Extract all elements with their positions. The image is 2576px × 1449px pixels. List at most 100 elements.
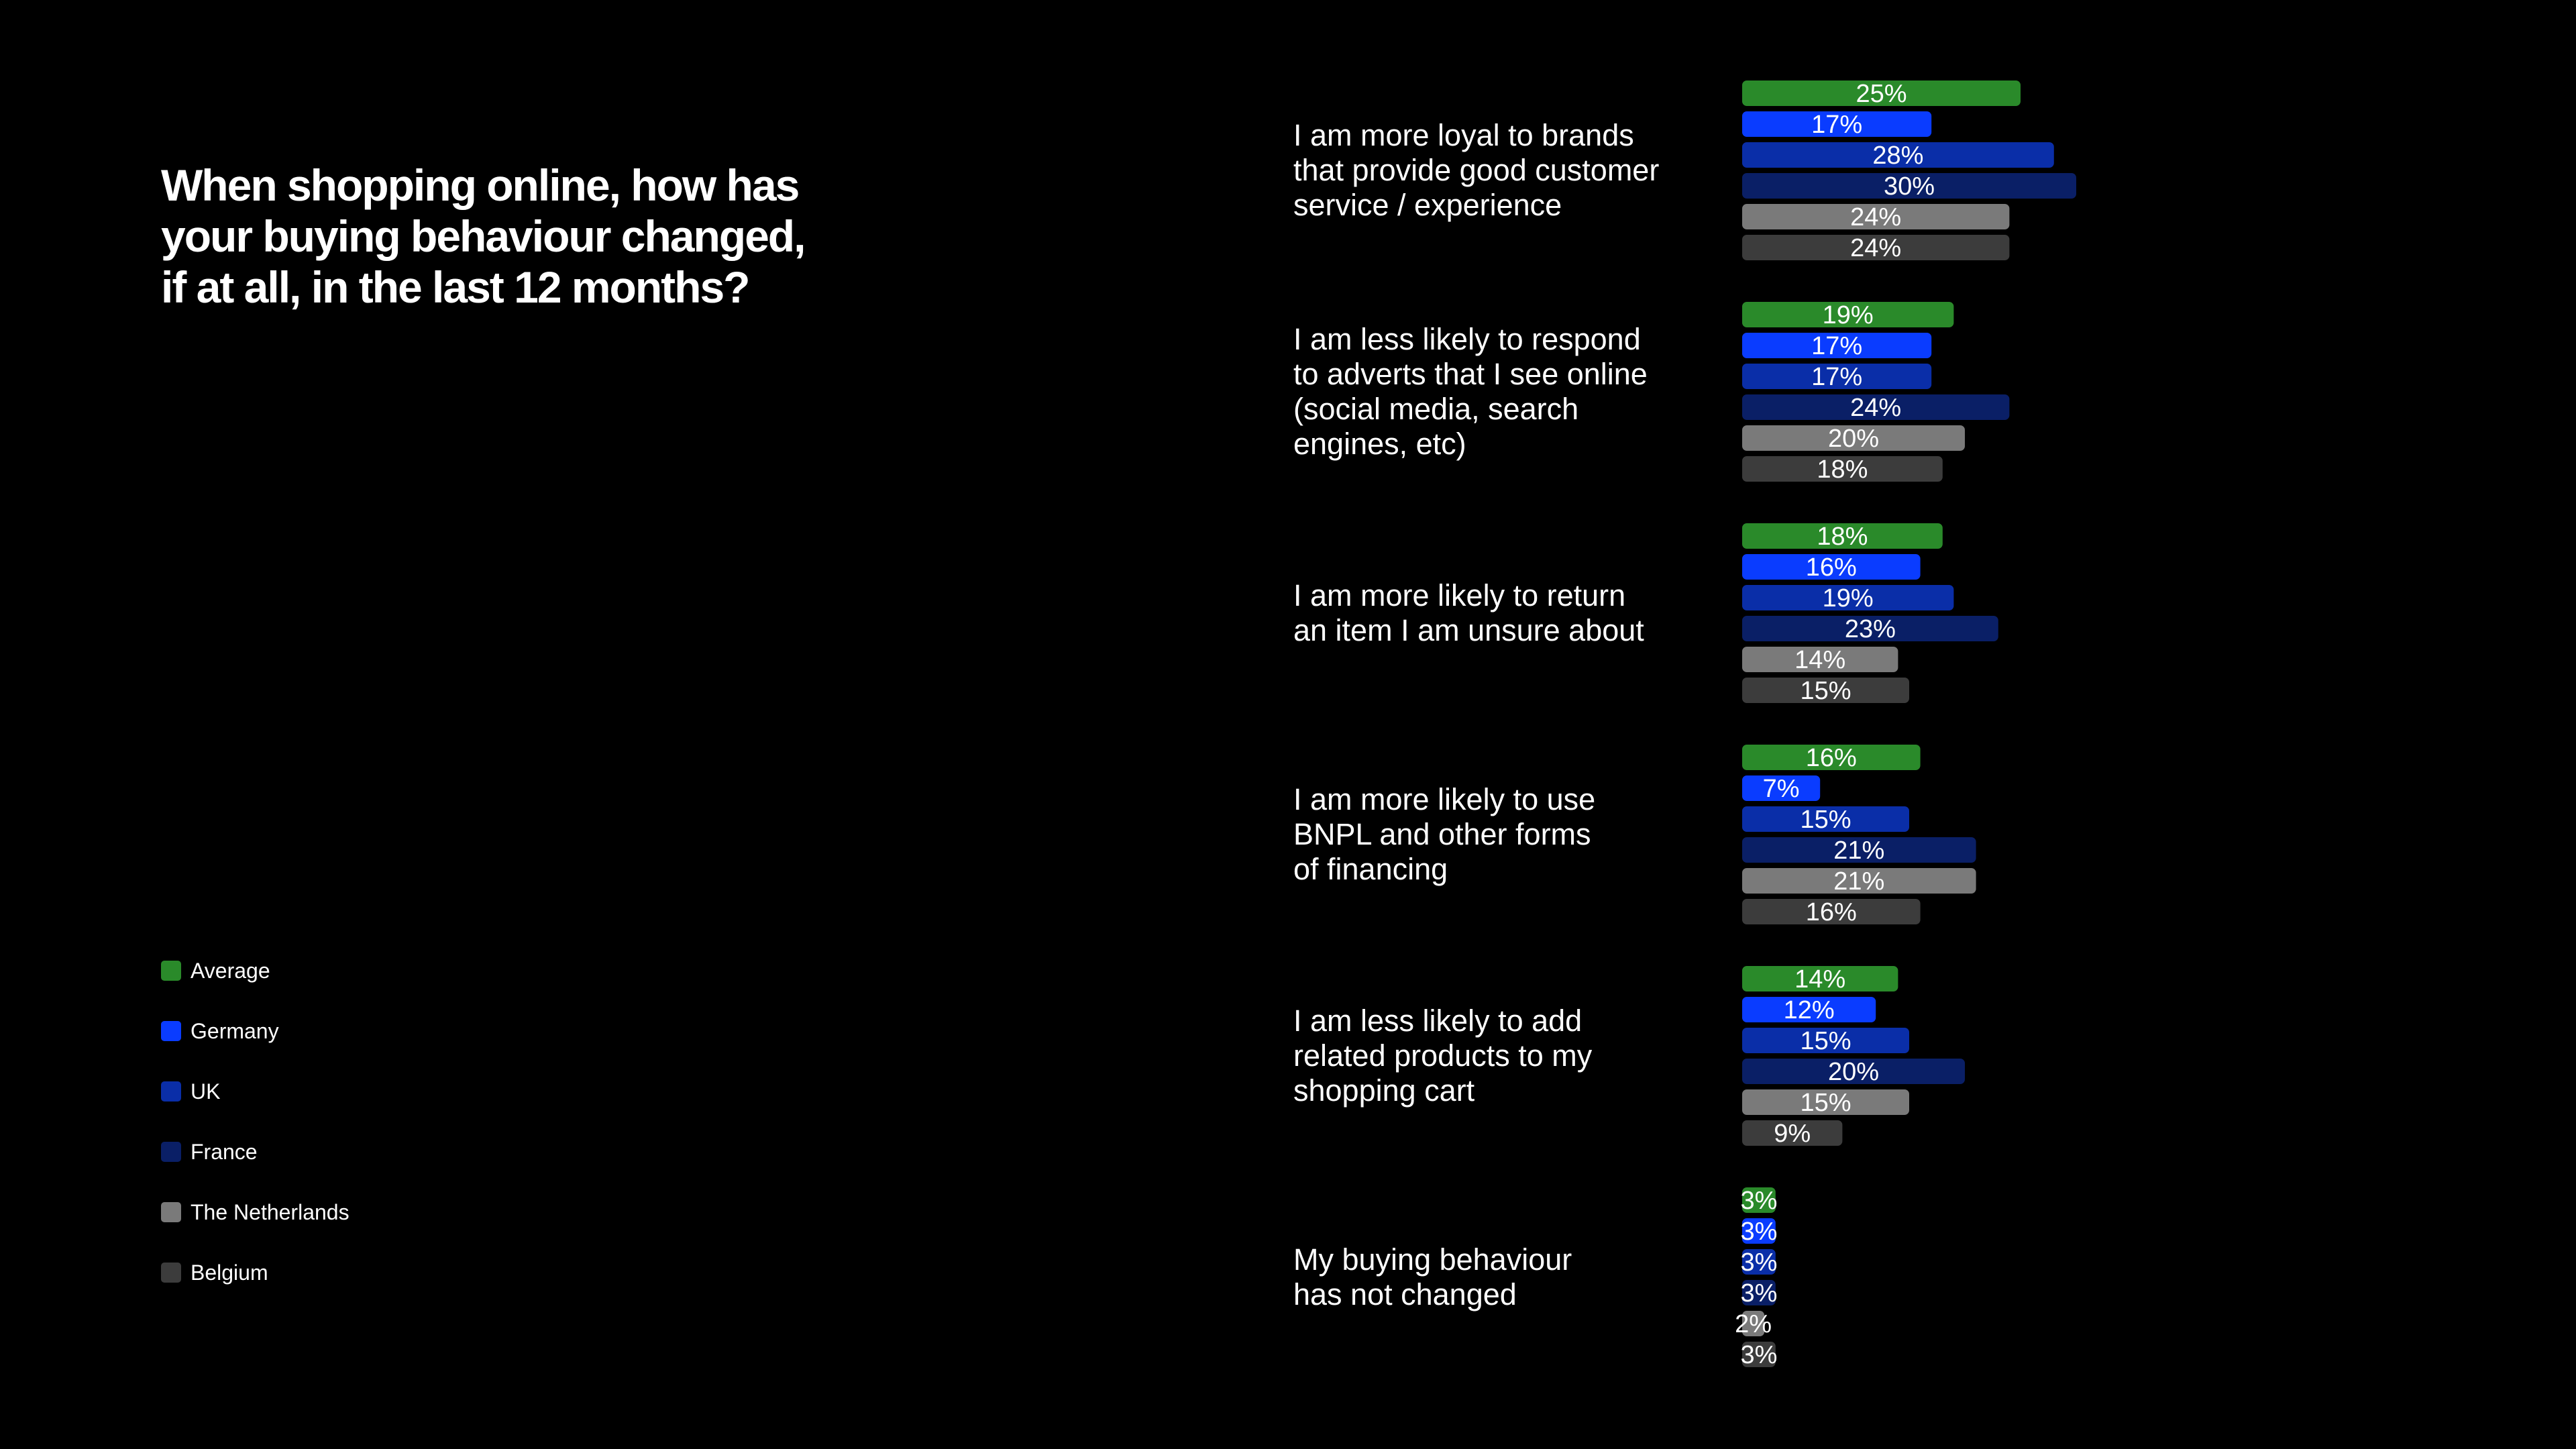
bar <box>1742 1187 1776 1213</box>
legend-label: UK <box>191 1079 221 1104</box>
bar <box>1742 523 1943 549</box>
category-label-line: to adverts that I see online <box>1293 357 1648 391</box>
bar-value-label: 19% <box>1823 301 1874 329</box>
bar <box>1742 745 1921 770</box>
bar-value-label: 15% <box>1800 1027 1851 1055</box>
category-label-line: related products to my <box>1293 1038 1593 1073</box>
bar <box>1742 425 1965 451</box>
bar-value-label: 20% <box>1828 1058 1879 1086</box>
category-label-line: an item I am unsure about <box>1293 613 1644 647</box>
bar <box>1742 235 2010 260</box>
category-label-line: I am less likely to respond <box>1293 322 1641 356</box>
bar-value-label: 24% <box>1850 203 1901 231</box>
category-label: I am more likely to use BNPL and other fo… <box>1293 782 1723 887</box>
bar-value-label: 15% <box>1800 806 1851 834</box>
bar-value-label: 14% <box>1794 646 1845 674</box>
bar-value-label: 24% <box>1850 394 1901 422</box>
bar <box>1742 333 1932 358</box>
bar <box>1742 868 1976 894</box>
category-label-line: I am more likely to return <box>1293 578 1626 612</box>
bar <box>1742 1249 1776 1275</box>
category-label-line: I am more likely to use <box>1293 782 1596 816</box>
bar <box>1742 302 1954 327</box>
bar-value-label: 21% <box>1833 867 1884 896</box>
category-label: I am less likely to respond to adverts th… <box>1293 322 1723 462</box>
bar <box>1742 647 1898 672</box>
bar-value-label: 19% <box>1823 584 1874 612</box>
category-label-line: (social media, search <box>1293 392 1579 426</box>
legend-item-germany: Germany <box>161 1020 350 1080</box>
category-label-line: that provide good customer <box>1293 153 1660 187</box>
bar <box>1742 111 1932 137</box>
category-label-line: of financing <box>1293 852 1448 886</box>
legend-item-netherlands: The Netherlands <box>161 1201 350 1261</box>
category-label-line: I am more loyal to brands <box>1293 118 1634 152</box>
bar <box>1742 1342 1776 1367</box>
chart-title-line: if at all, in the last 12 months? <box>161 262 751 312</box>
bar <box>1742 394 2010 420</box>
legend-label: France <box>191 1140 258 1164</box>
bar-value-label: 28% <box>1872 142 1923 170</box>
legend-swatch <box>161 1142 181 1162</box>
bar-value-label: 17% <box>1811 111 1862 139</box>
legend-item-average: Average <box>161 959 350 1020</box>
legend-label: The Netherlands <box>191 1200 350 1224</box>
bar <box>1742 1280 1776 1305</box>
bar-value-label: 25% <box>1856 80 1907 108</box>
bar <box>1742 173 2076 199</box>
category-label: I am more likely to return an item I am u… <box>1293 578 1723 648</box>
legend-label: Belgium <box>191 1260 268 1285</box>
chart-title: When shopping online, how has your buyin… <box>161 160 832 313</box>
legend-swatch <box>161 961 181 981</box>
category-label-line: service / experience <box>1293 188 1562 222</box>
legend-label: Average <box>191 959 270 983</box>
bar <box>1742 775 1821 801</box>
legend-swatch <box>161 1081 181 1102</box>
bar <box>1742 364 1932 389</box>
bar <box>1742 456 1943 482</box>
bar <box>1742 997 1876 1022</box>
bar <box>1742 1028 1909 1053</box>
bar-value-label: 12% <box>1784 996 1835 1024</box>
bar <box>1742 837 1976 863</box>
bar <box>1742 1059 1965 1084</box>
bar <box>1742 806 1909 832</box>
bar <box>1742 142 2054 168</box>
bar-value-label: 14% <box>1794 965 1845 994</box>
bar-value-label: 16% <box>1806 553 1857 582</box>
bar-value-label: 15% <box>1800 677 1851 705</box>
category-label-line: BNPL and other forms <box>1293 817 1591 851</box>
bar <box>1742 1311 1765 1336</box>
legend-item-belgium: Belgium <box>161 1261 350 1322</box>
bar-value-label: 17% <box>1811 363 1862 391</box>
bar-value-label: 3% <box>1740 1218 1777 1246</box>
bar-value-label: 7% <box>1763 775 1800 803</box>
bar-value-label: 3% <box>1740 1248 1777 1277</box>
bar-value-label: 18% <box>1817 523 1868 551</box>
legend-label: Germany <box>191 1019 279 1043</box>
category-label-line: has not changed <box>1293 1277 1517 1311</box>
bar-value-label: 3% <box>1740 1341 1777 1369</box>
bar-value-label: 21% <box>1833 837 1884 865</box>
category-label: I am more loyal to brands that provide go… <box>1293 118 1723 223</box>
bar-value-label: 30% <box>1884 172 1935 201</box>
bar <box>1742 80 2021 106</box>
category-label-line: I am less likely to add <box>1293 1004 1582 1038</box>
bar-value-label: 23% <box>1845 615 1896 643</box>
bar <box>1742 1120 1843 1146</box>
legend-item-uk: UK <box>161 1080 350 1140</box>
bar-value-label: 16% <box>1806 898 1857 926</box>
legend-item-france: France <box>161 1140 350 1201</box>
category-label-line: engines, etc) <box>1293 427 1466 461</box>
bar-value-label: 15% <box>1800 1089 1851 1117</box>
legend: Average Germany UK France The Netherland… <box>161 959 350 1322</box>
bar <box>1742 616 1998 641</box>
chart-title-line: your buying behaviour changed, <box>161 211 806 261</box>
bar <box>1742 204 2010 229</box>
chart-title-line: When shopping online, how has <box>161 160 800 210</box>
bar <box>1742 554 1921 580</box>
category-label-line: shopping cart <box>1293 1073 1475 1108</box>
bar-value-label: 3% <box>1740 1187 1777 1215</box>
bar <box>1742 966 1898 991</box>
